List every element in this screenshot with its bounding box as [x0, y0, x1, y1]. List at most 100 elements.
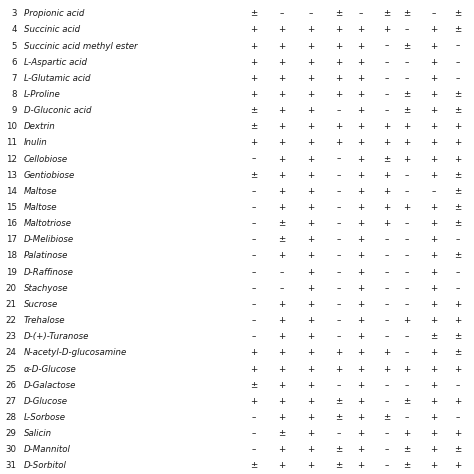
- Text: +: +: [278, 58, 286, 67]
- Text: +: +: [307, 203, 314, 212]
- Text: –: –: [337, 300, 341, 309]
- Text: +: +: [430, 138, 438, 147]
- Text: –: –: [404, 219, 409, 228]
- Text: 19: 19: [6, 268, 17, 277]
- Text: 7: 7: [11, 74, 17, 83]
- Text: ±: ±: [454, 187, 461, 196]
- Text: 27: 27: [6, 397, 17, 406]
- Text: +: +: [430, 413, 438, 422]
- Text: +: +: [357, 106, 365, 115]
- Text: +: +: [278, 42, 286, 51]
- Text: –: –: [384, 332, 389, 341]
- Text: +: +: [307, 58, 314, 67]
- Text: –: –: [251, 332, 256, 341]
- Text: –: –: [384, 42, 389, 51]
- Text: +: +: [307, 42, 314, 51]
- Text: ±: ±: [403, 90, 410, 99]
- Text: +: +: [357, 381, 365, 390]
- Text: +: +: [357, 171, 365, 180]
- Text: –: –: [337, 429, 341, 438]
- Text: –: –: [337, 236, 341, 244]
- Text: –: –: [384, 74, 389, 83]
- Text: +: +: [454, 155, 461, 164]
- Text: +: +: [335, 138, 343, 147]
- Text: –: –: [251, 155, 256, 164]
- Text: ±: ±: [454, 332, 461, 341]
- Text: –: –: [455, 236, 460, 244]
- Text: –: –: [251, 316, 256, 325]
- Text: +: +: [430, 445, 438, 454]
- Text: +: +: [278, 74, 286, 83]
- Text: D-Galactose: D-Galactose: [24, 381, 76, 390]
- Text: +: +: [383, 187, 390, 196]
- Text: D-Raffinose: D-Raffinose: [24, 268, 73, 277]
- Text: –: –: [404, 332, 409, 341]
- Text: –: –: [251, 268, 256, 277]
- Text: +: +: [430, 26, 438, 35]
- Text: ±: ±: [454, 26, 461, 35]
- Text: +: +: [278, 413, 286, 422]
- Text: +: +: [403, 138, 410, 147]
- Text: –: –: [455, 284, 460, 293]
- Text: +: +: [250, 348, 257, 357]
- Text: ±: ±: [250, 106, 257, 115]
- Text: 23: 23: [6, 332, 17, 341]
- Text: +: +: [383, 203, 390, 212]
- Text: +: +: [335, 26, 343, 35]
- Text: +: +: [403, 316, 410, 325]
- Text: –: –: [337, 316, 341, 325]
- Text: ±: ±: [250, 122, 257, 131]
- Text: –: –: [404, 74, 409, 83]
- Text: 30: 30: [6, 445, 17, 454]
- Text: 22: 22: [6, 316, 17, 325]
- Text: +: +: [403, 155, 410, 164]
- Text: D-Glucose: D-Glucose: [24, 397, 68, 406]
- Text: –: –: [384, 445, 389, 454]
- Text: Gentiobiose: Gentiobiose: [24, 171, 75, 180]
- Text: Succinic acid: Succinic acid: [24, 26, 80, 35]
- Text: +: +: [454, 461, 461, 470]
- Text: ±: ±: [403, 445, 410, 454]
- Text: –: –: [455, 381, 460, 390]
- Text: +: +: [454, 429, 461, 438]
- Text: +: +: [278, 461, 286, 470]
- Text: –: –: [251, 413, 256, 422]
- Text: +: +: [335, 348, 343, 357]
- Text: –: –: [404, 26, 409, 35]
- Text: +: +: [430, 90, 438, 99]
- Text: 28: 28: [6, 413, 17, 422]
- Text: +: +: [430, 316, 438, 325]
- Text: 6: 6: [11, 58, 17, 67]
- Text: –: –: [337, 155, 341, 164]
- Text: –: –: [251, 203, 256, 212]
- Text: ±: ±: [454, 90, 461, 99]
- Text: +: +: [357, 187, 365, 196]
- Text: +: +: [430, 365, 438, 374]
- Text: +: +: [278, 122, 286, 131]
- Text: ±: ±: [454, 106, 461, 115]
- Text: ±: ±: [383, 413, 390, 422]
- Text: 11: 11: [6, 138, 17, 147]
- Text: +: +: [278, 155, 286, 164]
- Text: +: +: [278, 348, 286, 357]
- Text: –: –: [251, 284, 256, 293]
- Text: +: +: [383, 122, 390, 131]
- Text: ±: ±: [403, 42, 410, 51]
- Text: ±: ±: [278, 429, 286, 438]
- Text: +: +: [250, 90, 257, 99]
- Text: +: +: [307, 252, 314, 261]
- Text: +: +: [335, 90, 343, 99]
- Text: +: +: [357, 74, 365, 83]
- Text: +: +: [357, 316, 365, 325]
- Text: +: +: [357, 42, 365, 51]
- Text: +: +: [250, 58, 257, 67]
- Text: –: –: [404, 413, 409, 422]
- Text: 3: 3: [11, 9, 17, 18]
- Text: +: +: [307, 461, 314, 470]
- Text: +: +: [278, 90, 286, 99]
- Text: –: –: [337, 332, 341, 341]
- Text: +: +: [454, 122, 461, 131]
- Text: ±: ±: [278, 236, 286, 244]
- Text: –: –: [280, 268, 284, 277]
- Text: 9: 9: [11, 106, 17, 115]
